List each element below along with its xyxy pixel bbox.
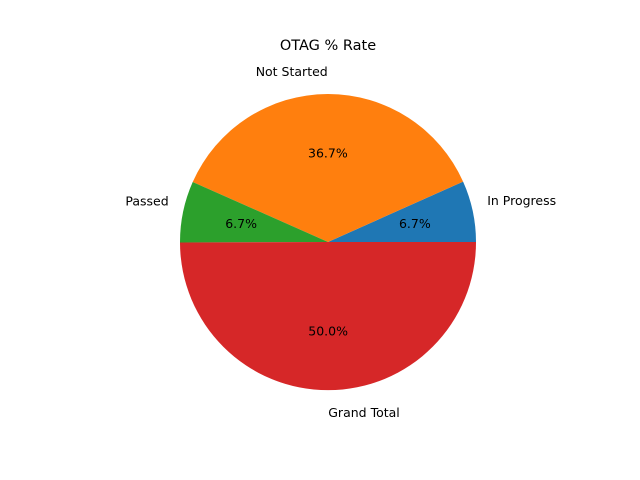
slice-label-not-started: Not Started [256,64,328,79]
percent-label-passed: 6.7% [225,216,257,231]
pie-slice-grand-total [180,242,477,391]
pie-slice-passed [179,182,328,243]
pie-slice-not-started [192,94,464,242]
percent-label-not-started: 36.7% [308,146,348,161]
pie-slices [179,94,477,391]
slice-label-in-progress: In Progress [487,193,556,208]
slice-label-grand-total: Grand Total [328,405,400,420]
percent-label-in-progress: 6.7% [399,216,431,231]
pie-labels: In Progress 6.7% Not Started 36.7% Passed 6.7… [125,64,556,420]
chart-title: OTAG % Rate [280,38,376,54]
pie-slice-in-progress [328,181,476,242]
percent-label-grand-total: 50.0% [308,323,348,338]
slice-label-passed: Passed [125,194,168,209]
